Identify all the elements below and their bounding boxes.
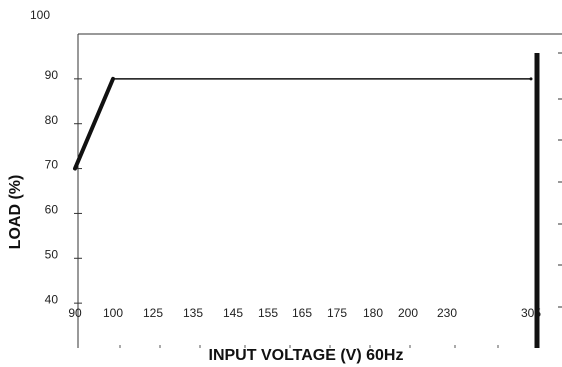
x-tick-label: 165 xyxy=(292,306,312,320)
series-segment xyxy=(73,76,115,171)
x-tick-label: 125 xyxy=(143,306,163,320)
y-tick-label: 100 xyxy=(30,8,50,22)
series-point xyxy=(73,167,77,171)
right-axis-ticks xyxy=(558,52,562,308)
x-tick-label: 180 xyxy=(363,306,383,320)
y-axis-title: LOAD (%) xyxy=(7,175,24,250)
series-layer xyxy=(73,53,540,348)
series-point xyxy=(111,77,115,81)
x-tick-label: 135 xyxy=(183,306,203,320)
x-tick-label: 155 xyxy=(258,306,278,320)
x-axis-minor-ticks xyxy=(119,345,499,348)
y-tick-label: 50 xyxy=(45,247,59,261)
y-tick-label: 40 xyxy=(45,292,59,306)
x-axis-tick-labels: 90 100 125 135 145 155 165 175 180 200 230 305 xyxy=(68,306,541,320)
series-point xyxy=(529,77,533,81)
x-tick-label: 230 xyxy=(437,306,457,320)
y-tick-label: 60 xyxy=(45,203,59,217)
y-axis-tick-labels: 100 90 80 70 60 50 40 xyxy=(30,8,58,306)
x-tick-label: 90 xyxy=(68,306,82,320)
x-tick-label: 145 xyxy=(223,306,243,320)
x-tick-label: 200 xyxy=(398,306,418,320)
y-tick-label: 80 xyxy=(45,113,59,127)
y-tick-label: 90 xyxy=(45,68,59,82)
x-axis-title: INPUT VOLTAGE (V) 60Hz xyxy=(209,347,404,364)
y-tick-label: 70 xyxy=(45,158,59,172)
x-tick-label: 100 xyxy=(103,306,123,320)
plot-frame xyxy=(77,33,562,348)
x-tick-label: 175 xyxy=(327,306,347,320)
